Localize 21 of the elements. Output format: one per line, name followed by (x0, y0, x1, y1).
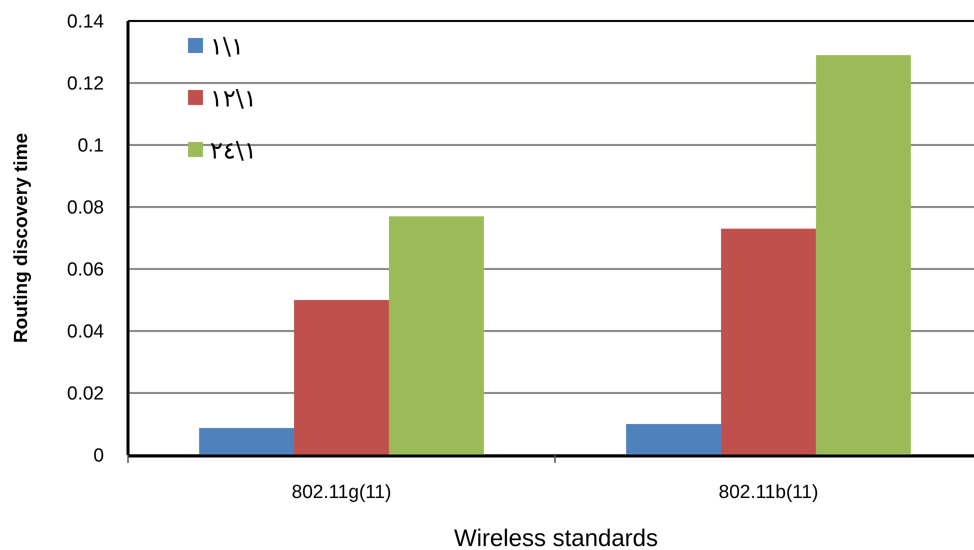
y-tick-label: 0.12 (67, 74, 104, 95)
bar (294, 300, 389, 455)
y-tick-label: 0.04 (67, 322, 104, 343)
bar (388, 216, 484, 455)
y-tick-label: 0.02 (67, 384, 104, 405)
y-tick-label: 0.06 (67, 260, 104, 281)
legend-label: ١\١ (210, 32, 244, 60)
legend-label: ١٢\١ (210, 84, 257, 112)
bar (721, 228, 816, 455)
y-tick-label: 0.1 (78, 136, 104, 157)
legend-label: ٢٤\١ (210, 136, 257, 164)
bar (816, 55, 911, 455)
bar (199, 428, 294, 455)
y-tick-label: 0 (93, 446, 104, 467)
y-tick-label: 0.08 (67, 198, 104, 219)
x-tick-label: 802.11b(11) (718, 482, 818, 503)
y-tick-label: 0.14 (67, 12, 104, 33)
y-axis-title: Routing discovery time (11, 132, 32, 344)
x-tick-label: 802.11g(11) (292, 482, 392, 503)
x-axis-title: Wireless standards (454, 525, 658, 550)
bar (626, 424, 722, 455)
